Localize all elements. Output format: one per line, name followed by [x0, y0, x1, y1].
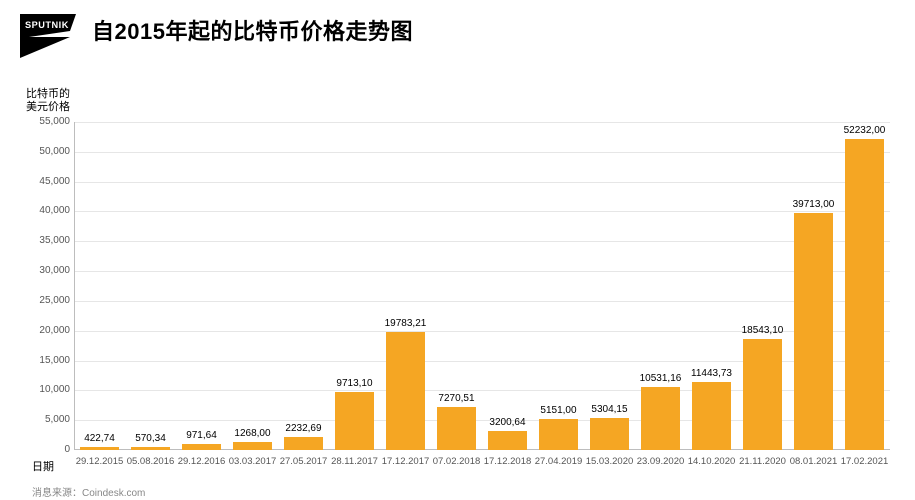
bar-rect: [590, 418, 629, 450]
bar-rect: [80, 447, 119, 450]
bar-rect: [284, 437, 323, 450]
bar: 5304,15: [590, 122, 629, 450]
bar-rect: [386, 332, 425, 450]
x-tick-label: 27.05.2017: [278, 456, 329, 467]
bars-container: 422,74570,34971,641268,002232,699713,101…: [74, 122, 890, 450]
y-tick-label: 45,000: [30, 176, 70, 187]
bar-rect: [335, 392, 374, 450]
x-tick-label: 29.12.2016: [176, 456, 227, 467]
bar-value-label: 2232,69: [278, 423, 329, 434]
y-tick-label: 55,000: [30, 116, 70, 127]
bar-value-label: 1268,00: [227, 428, 278, 439]
bar: 9713,10: [335, 122, 374, 450]
x-tick-label: 08.01.2021: [788, 456, 839, 467]
bar-value-label: 11443,73: [686, 368, 737, 379]
x-axis-label: 日期: [32, 458, 54, 474]
y-tick-label: 25,000: [30, 295, 70, 306]
bar: 10531,16: [641, 122, 680, 450]
bar-rect: [845, 139, 884, 450]
bar-rect: [539, 419, 578, 450]
bar: 11443,73: [692, 122, 731, 450]
x-tick-label: 21.11.2020: [737, 456, 788, 467]
bar-value-label: 39713,00: [788, 199, 839, 210]
x-tick-label: 17.12.2018: [482, 456, 533, 467]
x-tick-label: 07.02.2018: [431, 456, 482, 467]
bar-value-label: 9713,10: [329, 378, 380, 389]
bar-rect: [794, 213, 833, 450]
x-tick-label: 17.12.2017: [380, 456, 431, 467]
bar: 570,34: [131, 122, 170, 450]
bar: 3200,64: [488, 122, 527, 450]
y-tick-label: 15,000: [30, 355, 70, 366]
bar: 18543,10: [743, 122, 782, 450]
bar-value-label: 52232,00: [839, 125, 890, 136]
bar-rect: [233, 442, 272, 450]
source-text: 消息来源：Coindesk.com: [32, 484, 145, 499]
x-tick-label: 15.03.2020: [584, 456, 635, 467]
x-tick-label: 03.03.2017: [227, 456, 278, 467]
y-tick-label: 5,000: [30, 414, 70, 425]
chart-title: 自2015年起的比特币价格走势图: [92, 14, 413, 46]
bar-value-label: 18543,10: [737, 325, 788, 336]
y-tick-label: 10,000: [30, 384, 70, 395]
bar-rect: [182, 444, 221, 450]
y-tick-label: 0: [30, 444, 70, 455]
bar-value-label: 422,74: [74, 433, 125, 444]
x-tick-label: 17.02.2021: [839, 456, 890, 467]
bar-value-label: 5304,15: [584, 404, 635, 415]
bar-rect: [692, 382, 731, 450]
bar-value-label: 971,64: [176, 430, 227, 441]
x-tick-label: 23.09.2020: [635, 456, 686, 467]
x-tick-label: 05.08.2016: [125, 456, 176, 467]
bar: 422,74: [80, 122, 119, 450]
bar-value-label: 7270,51: [431, 393, 482, 404]
bar: 5151,00: [539, 122, 578, 450]
bar: 1268,00: [233, 122, 272, 450]
y-tick-label: 50,000: [30, 146, 70, 157]
y-tick-label: 35,000: [30, 235, 70, 246]
header: SPUTNIK 自2015年起的比特币价格走势图: [20, 14, 895, 58]
x-tick-label: 28.11.2017: [329, 456, 380, 467]
x-tick-label: 29.12.2015: [74, 456, 125, 467]
y-tick-label: 30,000: [30, 265, 70, 276]
bar: 19783,21: [386, 122, 425, 450]
page: SPUTNIK 自2015年起的比特币价格走势图 比特币的 美元价格 日期 42…: [0, 0, 915, 500]
bar-rect: [743, 339, 782, 450]
bar-value-label: 3200,64: [482, 417, 533, 428]
y-axis-label: 比特币的 美元价格: [26, 88, 70, 114]
bar-rect: [131, 447, 170, 450]
bar-value-label: 570,34: [125, 433, 176, 444]
bar-rect: [488, 431, 527, 450]
bar-value-label: 5151,00: [533, 405, 584, 416]
bar: 971,64: [182, 122, 221, 450]
bar: 39713,00: [794, 122, 833, 450]
bar-rect: [641, 387, 680, 450]
bar: 7270,51: [437, 122, 476, 450]
sputnik-logo: SPUTNIK: [20, 14, 76, 58]
y-tick-label: 40,000: [30, 205, 70, 216]
bar-value-label: 10531,16: [635, 373, 686, 384]
bar-value-label: 19783,21: [380, 318, 431, 329]
x-tick-label: 14.10.2020: [686, 456, 737, 467]
bar: 2232,69: [284, 122, 323, 450]
bar-rect: [437, 407, 476, 450]
x-tick-label: 27.04.2019: [533, 456, 584, 467]
plot-area: 422,74570,34971,641268,002232,699713,101…: [74, 122, 890, 450]
y-tick-label: 20,000: [30, 325, 70, 336]
svg-text:SPUTNIK: SPUTNIK: [25, 20, 69, 30]
bar: 52232,00: [845, 122, 884, 450]
